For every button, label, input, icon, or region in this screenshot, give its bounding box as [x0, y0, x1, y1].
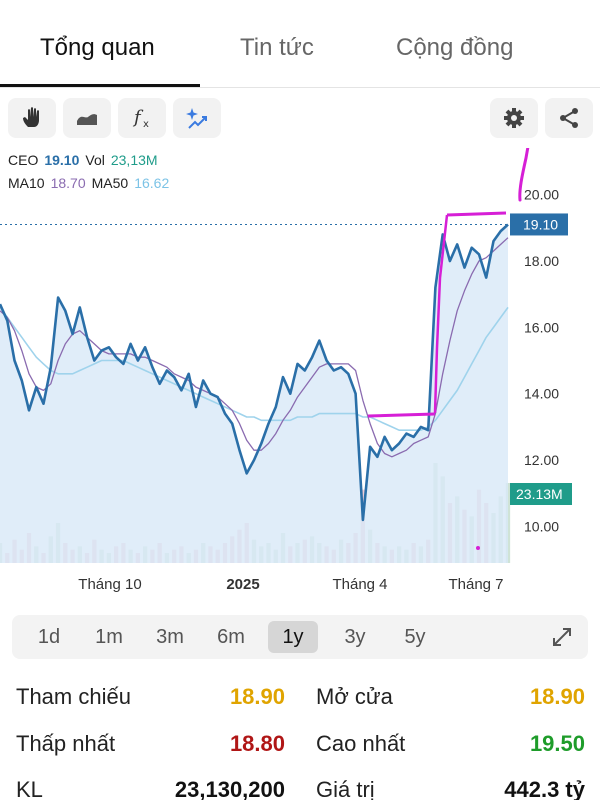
volume-value: 23,130,200	[174, 777, 285, 800]
range-6m[interactable]: 6m	[217, 626, 245, 648]
vol-label: Vol	[85, 152, 105, 168]
annotation-stroke	[367, 412, 436, 418]
ma10-line	[0, 237, 509, 458]
low-price-label: Thấp nhất	[16, 731, 116, 756]
active-tab-indicator	[0, 84, 200, 87]
share-icon	[560, 108, 578, 128]
y-tick-label: 20.00	[524, 187, 559, 203]
range-1m[interactable]: 1m	[95, 626, 123, 648]
ai-analysis-button[interactable]	[173, 98, 221, 138]
line-style-button[interactable]	[63, 98, 111, 138]
range-selector: 1d 1m 3m 6m 1y 3y 5y	[12, 615, 588, 659]
annotation-stroke	[446, 211, 507, 217]
y-tick-label: 12.00	[524, 452, 559, 468]
line-style-icon	[77, 114, 97, 125]
price-chart[interactable]: 20.00 18.00 16.00 14.00 12.00 10.00 19.10 23.13…	[0, 148, 600, 600]
range-3y[interactable]: 3y	[344, 626, 366, 648]
price-legend: CEO 19.10 Vol 23,13M	[8, 152, 164, 168]
settings-button[interactable]	[490, 98, 538, 138]
range-3m[interactable]: 3m	[156, 626, 184, 648]
tab-community[interactable]: Cộng đồng	[396, 34, 514, 61]
legend-volume: 23,13M	[110, 152, 158, 168]
y-tick-label: 18.00	[524, 253, 559, 269]
tab-bar: Tổng quan Tin tức Cộng đồng	[0, 0, 600, 88]
annotation-dot	[476, 546, 480, 550]
ma10-label: MA10	[8, 175, 45, 191]
volume-label: KL	[16, 777, 43, 800]
high-price-label: Cao nhất	[316, 731, 406, 756]
tab-overview[interactable]: Tổng quan	[40, 34, 155, 61]
svg-text:x: x	[143, 119, 149, 130]
price-tag	[510, 213, 568, 236]
volume-tag	[510, 483, 572, 505]
open-price-value: 18.90	[529, 684, 585, 709]
high-price-value: 19.50	[529, 731, 585, 756]
annotation-stroke	[433, 214, 449, 414]
ma10-value: 18.70	[50, 175, 86, 191]
hand-tool-button[interactable]	[8, 98, 56, 138]
tab-news[interactable]: Tin tức	[240, 34, 314, 61]
range-5y[interactable]: 5y	[404, 626, 426, 648]
annotation-stroke	[518, 148, 530, 202]
y-tick-label: 16.00	[524, 319, 559, 335]
ma50-value: 16.62	[134, 175, 170, 191]
y-tick-label: 10.00	[524, 518, 559, 534]
x-tick-label: Tháng 4	[332, 576, 387, 593]
share-button[interactable]	[545, 98, 593, 138]
ma50-label: MA50	[91, 175, 129, 191]
x-tick-label: 2025	[226, 576, 259, 593]
current-price-label: 19.10	[523, 216, 558, 232]
x-tick-label: Tháng 7	[448, 576, 503, 593]
volume-label: 23.13M	[516, 486, 563, 502]
range-1y[interactable]: 1y	[268, 621, 318, 653]
sparkle-icon	[186, 108, 207, 129]
low-price-value: 18.80	[229, 731, 285, 756]
trade-value-label: Giá trị	[316, 777, 375, 800]
x-tick-label: Tháng 10	[78, 576, 141, 593]
open-price-label: Mở cửa	[316, 684, 393, 709]
ref-price-label: Tham chiếu	[16, 684, 131, 709]
price-area	[0, 224, 508, 563]
ma-legend: MA10 18.70 MA50 16.62	[8, 175, 175, 191]
ticker-label: CEO	[8, 152, 39, 168]
trade-value-value: 442.3 tỷ	[504, 777, 585, 800]
gear-icon	[504, 108, 524, 128]
legend-price: 19.10	[44, 152, 80, 168]
expand-icon[interactable]	[550, 625, 574, 649]
tabs-divider	[0, 87, 600, 88]
price-line	[0, 223, 509, 522]
hand-icon	[23, 107, 39, 127]
ref-price-value: 18.90	[229, 684, 285, 709]
y-tick-label: 14.00	[524, 386, 559, 402]
indicator-function-button[interactable]: f x	[118, 98, 166, 138]
range-1d[interactable]: 1d	[37, 626, 61, 648]
function-icon: f x	[132, 107, 149, 130]
